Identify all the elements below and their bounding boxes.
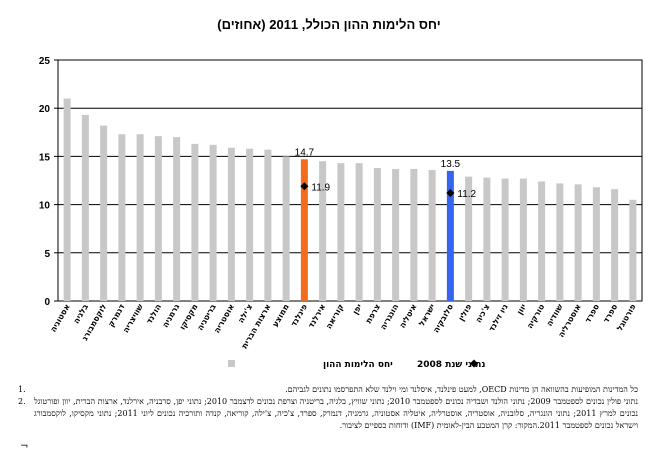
bar <box>592 187 600 301</box>
x-tick-label: אסטוניה <box>49 302 72 333</box>
bar <box>100 125 108 301</box>
bar <box>501 178 509 301</box>
bars-layer: 14.7 13.5 <box>63 98 637 301</box>
bar <box>410 168 418 301</box>
x-tick-label: יוון <box>515 303 528 317</box>
bar <box>574 184 582 301</box>
y-tick-label: 10 <box>39 201 51 212</box>
bar-data-label: 13.5 <box>441 159 461 170</box>
bar <box>81 114 89 301</box>
x-tick-label: איטליה <box>398 302 419 329</box>
note-2: 2. נתוני פולין נכונים לספטמבר 2009; נתונ… <box>18 396 638 432</box>
legend-swatch-bars <box>228 360 235 367</box>
note-number: 1. <box>18 385 26 394</box>
y-tick-label: 0 <box>44 297 50 308</box>
bar <box>629 199 637 301</box>
marker-2008 <box>300 182 309 191</box>
x-tick-label: יפן <box>351 303 364 316</box>
bar <box>373 167 381 301</box>
note-1: 1. כל המדינות המופיעות בהשוואה הן מדינות… <box>18 384 638 396</box>
x-tick-label: הולנד <box>145 303 164 326</box>
bar <box>264 149 272 301</box>
bar <box>556 183 564 301</box>
note-number: 2. <box>18 397 26 406</box>
marker-data-label: 11.9 <box>311 182 330 193</box>
corner-mark: ¬ <box>20 441 29 452</box>
y-tick-label: 15 <box>39 152 51 163</box>
bar <box>355 163 363 301</box>
x-tick-label: בלגיה <box>72 302 90 325</box>
x-tick-label: קוריאה <box>324 302 345 330</box>
x-tick-label: ספרד <box>583 303 601 325</box>
y-tick-label: 25 <box>39 56 51 67</box>
chart-title: יחס הלימות ההון הכולל, 2011 (אחוזים) <box>217 17 441 32</box>
bar <box>611 189 619 301</box>
bar <box>282 156 290 301</box>
legend-label-markers: נתוני שנת 2008 <box>417 360 485 370</box>
bar <box>118 134 126 301</box>
bar <box>392 168 400 301</box>
chart: 14.7 13.5 11.9 11.2 0 5 10 15 20 25 אסטוניה בלגיה… <box>39 56 643 370</box>
bar <box>465 176 473 301</box>
bar <box>300 159 308 301</box>
bar <box>246 148 254 301</box>
markers-layer: 11.9 11.2 <box>300 182 477 200</box>
bar <box>63 98 71 301</box>
legend-label-bars: יחס הלימות ההון <box>323 360 393 370</box>
bar <box>136 134 144 301</box>
bar <box>154 136 162 301</box>
bar <box>483 177 491 301</box>
bar-data-label: 14.7 <box>295 147 315 158</box>
y-tick-label: 5 <box>44 249 50 260</box>
bar <box>519 178 527 301</box>
x-tick-label: פולין <box>457 303 474 323</box>
bar <box>191 143 199 301</box>
y-tick-label: 20 <box>39 104 51 115</box>
bar <box>428 169 436 301</box>
x-tick-label: טורקיה <box>525 303 546 331</box>
bar <box>209 144 217 301</box>
marker-data-label: 11.2 <box>457 189 476 200</box>
notes: 1. כל המדינות המופיעות בהשוואה הן מדינות… <box>18 384 638 432</box>
x-tick-label: צ'ילה <box>236 303 254 325</box>
marker-2008 <box>446 189 455 198</box>
bar <box>319 161 327 301</box>
bar <box>173 137 181 301</box>
plot-frame <box>57 59 643 302</box>
x-tick-label: צרפת <box>364 303 382 325</box>
note-text: נתוני פולין נכונים לספטמבר 2009; נתוני ה… <box>34 397 639 430</box>
x-tick-label: ספרד <box>601 303 619 325</box>
bar <box>337 163 345 301</box>
note-text: כל המדינות המופיעות בהשוואה הן מדינות OE… <box>285 385 638 394</box>
legend: יחס הלימות ההון נתוני שנת 2008 <box>228 359 485 370</box>
x-tick-label: ממוצע <box>271 302 291 328</box>
bar <box>538 181 546 301</box>
grid-layer <box>57 59 643 302</box>
legend-diamond-icon <box>470 359 478 368</box>
bar <box>446 170 454 301</box>
bar <box>227 147 235 301</box>
x-tick-label: צ'כיה <box>474 303 492 325</box>
